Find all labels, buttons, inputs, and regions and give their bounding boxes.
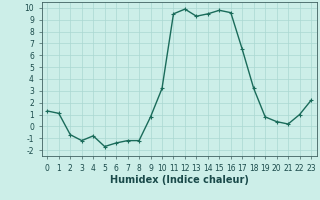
- X-axis label: Humidex (Indice chaleur): Humidex (Indice chaleur): [110, 175, 249, 185]
